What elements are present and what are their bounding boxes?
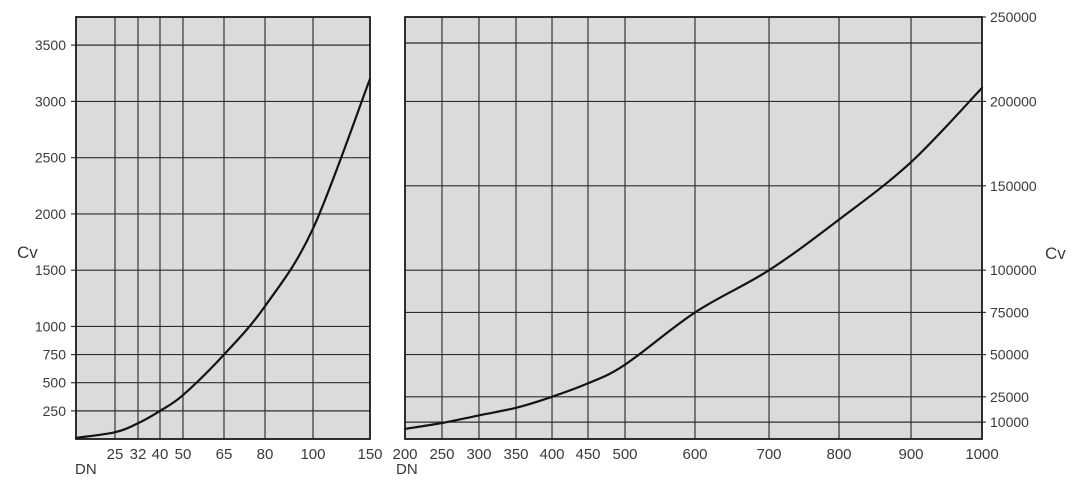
y-tick-label: 150000	[990, 178, 1037, 194]
x-tick-label: 600	[682, 446, 707, 463]
x-tick-label: 200	[392, 446, 417, 463]
x-tick-label: 25	[107, 446, 124, 463]
x-tick-label: 65	[216, 446, 233, 463]
y-tick-label: 250	[43, 403, 67, 419]
cv-axis-title-right: Cv	[1045, 244, 1066, 263]
y-tick-label: 75000	[990, 304, 1029, 320]
y-tick-label: 3500	[35, 37, 66, 53]
x-tick-label: 700	[757, 446, 782, 463]
x-tick-label: 80	[257, 446, 274, 463]
y-tick-label: 3000	[35, 93, 66, 109]
x-tick-label: 250	[429, 446, 454, 463]
x-tick-label: 50	[175, 446, 192, 463]
x-tick-label: 800	[827, 446, 852, 463]
x-tick-label: 300	[466, 446, 491, 463]
x-tick-label: 32	[130, 446, 147, 463]
x-tick-label: 1000	[965, 446, 998, 463]
y-tick-label: 250000	[990, 9, 1037, 25]
y-tick-label: 100000	[990, 262, 1037, 278]
plot-border	[404, 16, 983, 440]
y-tick-label: 2000	[35, 206, 66, 222]
dn-axis-title-right: DN	[396, 461, 418, 478]
y-tick-label: 500	[43, 375, 67, 391]
y-tick-label: 750	[43, 347, 67, 363]
cv-axis-title-left: Cv	[17, 243, 38, 262]
plot-border	[75, 16, 371, 440]
y-tick-label: 200000	[990, 93, 1037, 109]
x-tick-label: 450	[576, 446, 601, 463]
x-tick-label: 150	[357, 446, 382, 463]
x-tick-label: 400	[540, 446, 565, 463]
dn-axis-title-left: DN	[75, 461, 97, 478]
y-tick-label: 1500	[35, 262, 66, 278]
x-tick-label: 900	[899, 446, 924, 463]
x-tick-label: 100	[300, 446, 325, 463]
plot-area	[405, 17, 982, 439]
y-tick-label: 25000	[990, 389, 1029, 405]
y-tick-label: 10000	[990, 414, 1029, 430]
plot-area	[76, 17, 370, 439]
x-tick-label: 500	[612, 446, 637, 463]
y-tick-label: 50000	[990, 347, 1029, 363]
y-tick-label: 1000	[35, 318, 66, 334]
x-tick-label: 350	[503, 446, 528, 463]
y-tick-label: 2500	[35, 150, 66, 166]
x-tick-label: 40	[152, 446, 169, 463]
cv-curve	[74, 77, 372, 439]
cv-curve	[403, 86, 984, 430]
